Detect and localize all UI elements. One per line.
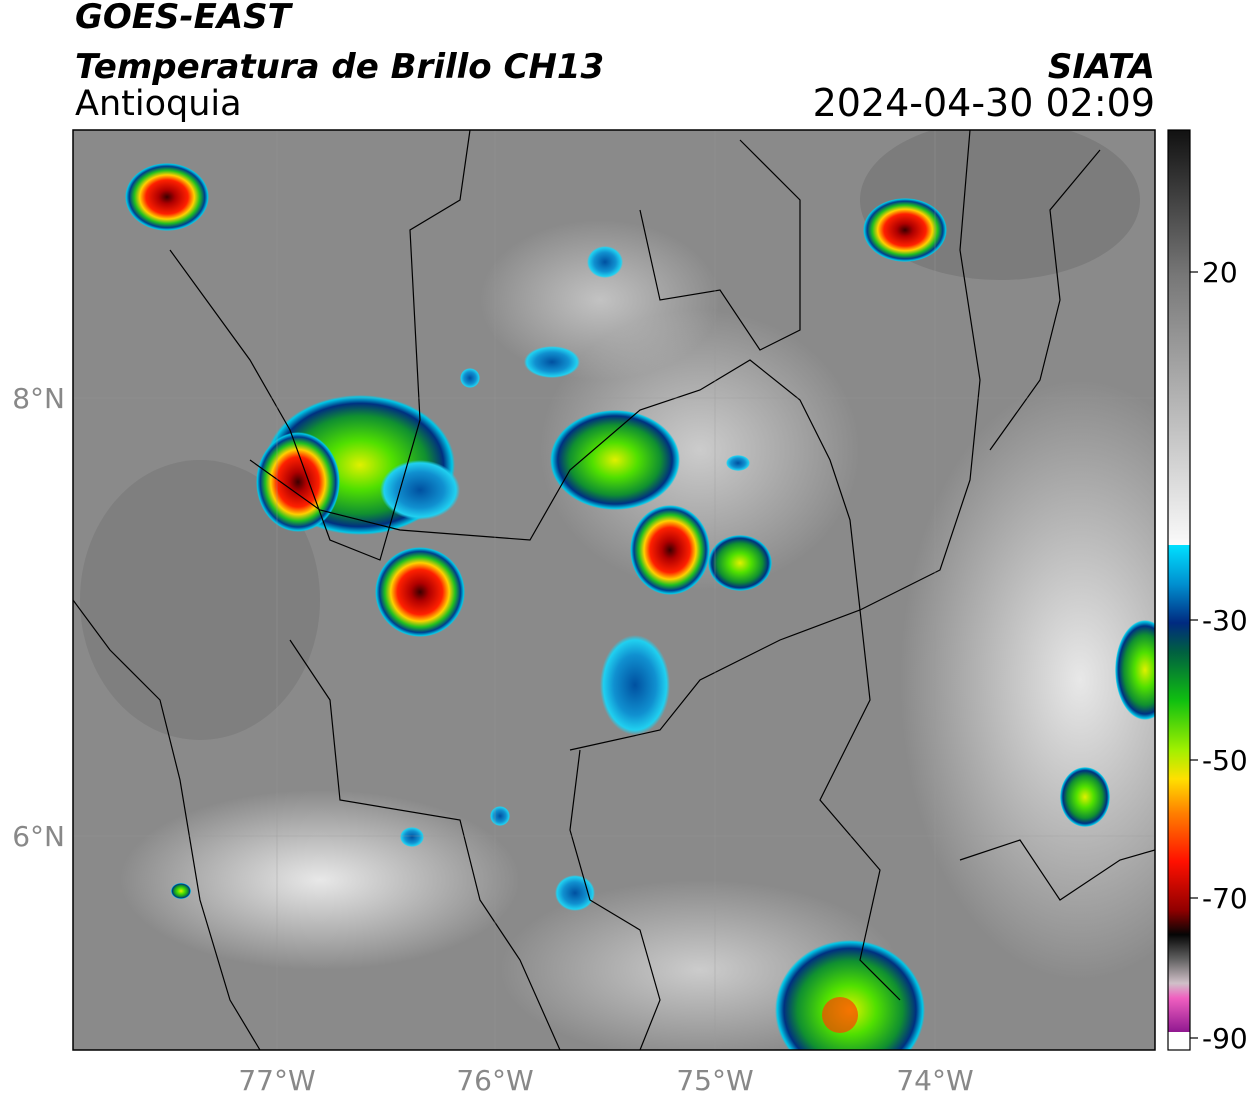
colorbar-tick-label: -90 [1202, 1022, 1248, 1055]
lat-label: 6°N [12, 820, 65, 853]
colorbar [1167, 129, 1191, 1051]
lon-label: 76°W [456, 1064, 533, 1097]
colorbar-tick-label: 20 [1202, 256, 1238, 289]
title: GOES-EAST [75, 0, 294, 37]
map-frame [72, 129, 1156, 1051]
map-image [73, 130, 1155, 1050]
datetime: 2024-04-30 02:09 [813, 81, 1155, 125]
lon-label: 75°W [676, 1064, 753, 1097]
colorbar-tick-label: -70 [1202, 882, 1248, 915]
subtitle: Temperatura de Brillo CH13 [75, 47, 604, 87]
lon-label: 77°W [238, 1064, 315, 1097]
region: Antioquia [75, 84, 242, 124]
lat-label: 8°N [12, 382, 65, 415]
colorbar-tick-label: -30 [1202, 604, 1248, 637]
source: SIATA [1048, 47, 1155, 87]
colorbar-ticks: 20 -30 -50 -70 -90 [1190, 256, 1248, 1055]
lon-label: 74°W [896, 1064, 973, 1097]
colorbar-tick-label: -50 [1202, 744, 1248, 777]
